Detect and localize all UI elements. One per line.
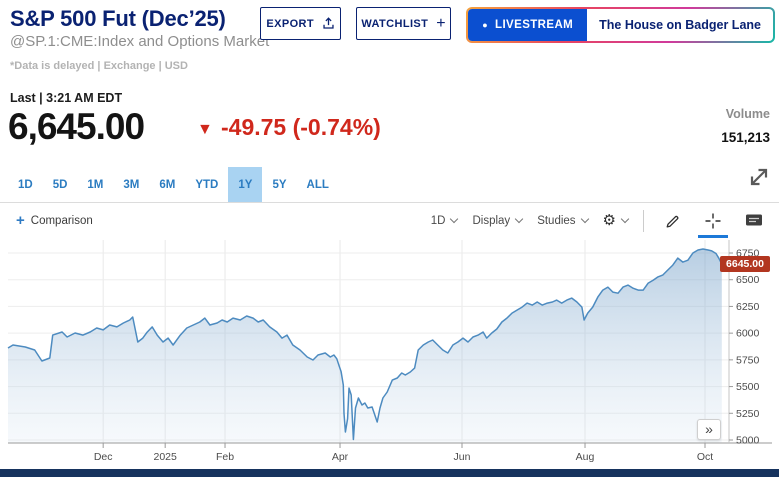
chevron-down-icon	[620, 214, 630, 224]
interval-dropdown[interactable]: 1D	[430, 214, 459, 227]
range-tab-1d[interactable]: 1D	[8, 167, 43, 202]
price-chart[interactable]: Dec 2025 Feb Apr Jun Aug Oct675065006250600057…	[0, 238, 779, 469]
last-price: 6,645.00	[8, 106, 145, 147]
plus-icon: +	[16, 212, 25, 229]
x-axis-label: Aug	[576, 451, 595, 463]
last-timestamp: Last | 3:21 AM EDT	[10, 91, 123, 105]
livestream-button[interactable]: ● LIVESTREAM	[468, 9, 588, 41]
range-tab-5d[interactable]: 5D	[43, 167, 78, 202]
gear-icon: ⚙	[602, 212, 616, 229]
upload-icon	[323, 17, 334, 29]
display-dropdown[interactable]: Display	[472, 214, 524, 227]
x-axis-label: Apr	[332, 451, 349, 463]
chat-icon	[746, 214, 762, 226]
crosshair-icon	[705, 213, 721, 228]
range-tab-5y[interactable]: 5Y	[262, 167, 296, 202]
collapse-panel-button[interactable]: »	[697, 419, 721, 440]
interval-value: 1D	[430, 214, 446, 227]
x-axis-label: Feb	[216, 451, 234, 463]
comparison-button[interactable]: + Comparison	[16, 203, 93, 238]
range-tabs: 1D 5D 1M 3M 6M YTD 1Y 5Y ALL	[0, 167, 779, 203]
y-axis-label: 6500	[736, 274, 760, 286]
display-label: Display	[472, 214, 511, 227]
footer-bar	[0, 469, 779, 477]
last-price-tag: 6645.00	[720, 256, 770, 272]
chevron-down-icon	[580, 214, 589, 224]
range-tab-1m[interactable]: 1M	[77, 167, 113, 202]
settings-dropdown[interactable]: ⚙	[602, 212, 630, 229]
plus-icon: +	[436, 14, 447, 32]
chevron-down-icon	[450, 214, 459, 224]
range-tab-all[interactable]: ALL	[297, 167, 339, 202]
x-axis-label: Dec	[94, 451, 113, 463]
y-axis-label: 5750	[736, 354, 760, 366]
comparison-label: Comparison	[30, 214, 93, 227]
price-change: -49.75 (-0.74%)	[221, 114, 381, 140]
export-button[interactable]: EXPORT	[260, 7, 342, 40]
toolbar-divider	[643, 209, 644, 232]
pencil-icon	[666, 215, 678, 228]
page-title: S&P 500 Fut (Dec’25)	[10, 6, 226, 31]
annotation-tool-button[interactable]	[741, 203, 767, 238]
y-axis-label: 6250	[736, 301, 760, 313]
y-axis-label: 6000	[736, 328, 760, 340]
studies-dropdown[interactable]: Studies	[537, 214, 589, 227]
y-axis-label: 5500	[736, 381, 760, 393]
range-tab-3m[interactable]: 3M	[113, 167, 149, 202]
header-actions: EXPORT WATCHLIST + ● LIVESTREAM The Hous…	[260, 7, 775, 43]
watchlist-button[interactable]: WATCHLIST +	[356, 7, 452, 40]
range-tab-6m[interactable]: 6M	[149, 167, 185, 202]
price-area	[8, 249, 722, 443]
live-dot-icon: ●	[482, 19, 489, 30]
volume-value: 151,213	[721, 130, 770, 145]
crosshair-tool-button[interactable]	[698, 203, 728, 238]
watchlist-button-label: WATCHLIST	[361, 17, 429, 30]
x-axis-label: Oct	[697, 451, 713, 463]
x-axis-label: Jun	[454, 451, 471, 463]
y-axis-label: 5250	[736, 408, 760, 420]
down-triangle-icon: ▼	[197, 121, 213, 138]
symbol-subtitle: @SP.1:CME:Index and Options Market	[10, 33, 270, 50]
expand-icon[interactable]	[747, 165, 771, 189]
studies-label: Studies	[537, 214, 576, 227]
data-disclaimer: *Data is delayed | Exchange | USD	[10, 60, 188, 72]
chevron-down-icon	[514, 214, 524, 224]
draw-tool-button[interactable]	[659, 203, 685, 238]
x-axis-label: 2025	[153, 451, 177, 463]
price-line	[7, 248, 723, 441]
livestream-show-title[interactable]: The House on Badger Lane	[599, 18, 761, 32]
export-button-label: EXPORT	[266, 17, 314, 30]
range-tab-1y[interactable]: 1Y	[228, 167, 263, 202]
livestream-label: LIVESTREAM	[495, 19, 574, 31]
volume-label: Volume	[725, 107, 770, 121]
range-tab-ytd[interactable]: YTD	[185, 167, 228, 202]
livestream-pill: ● LIVESTREAM The House on Badger Lane	[466, 7, 775, 43]
chart-toolbar: + Comparison 1D Display Studies ⚙	[0, 203, 779, 238]
y-axis-label: 5000	[736, 435, 760, 447]
